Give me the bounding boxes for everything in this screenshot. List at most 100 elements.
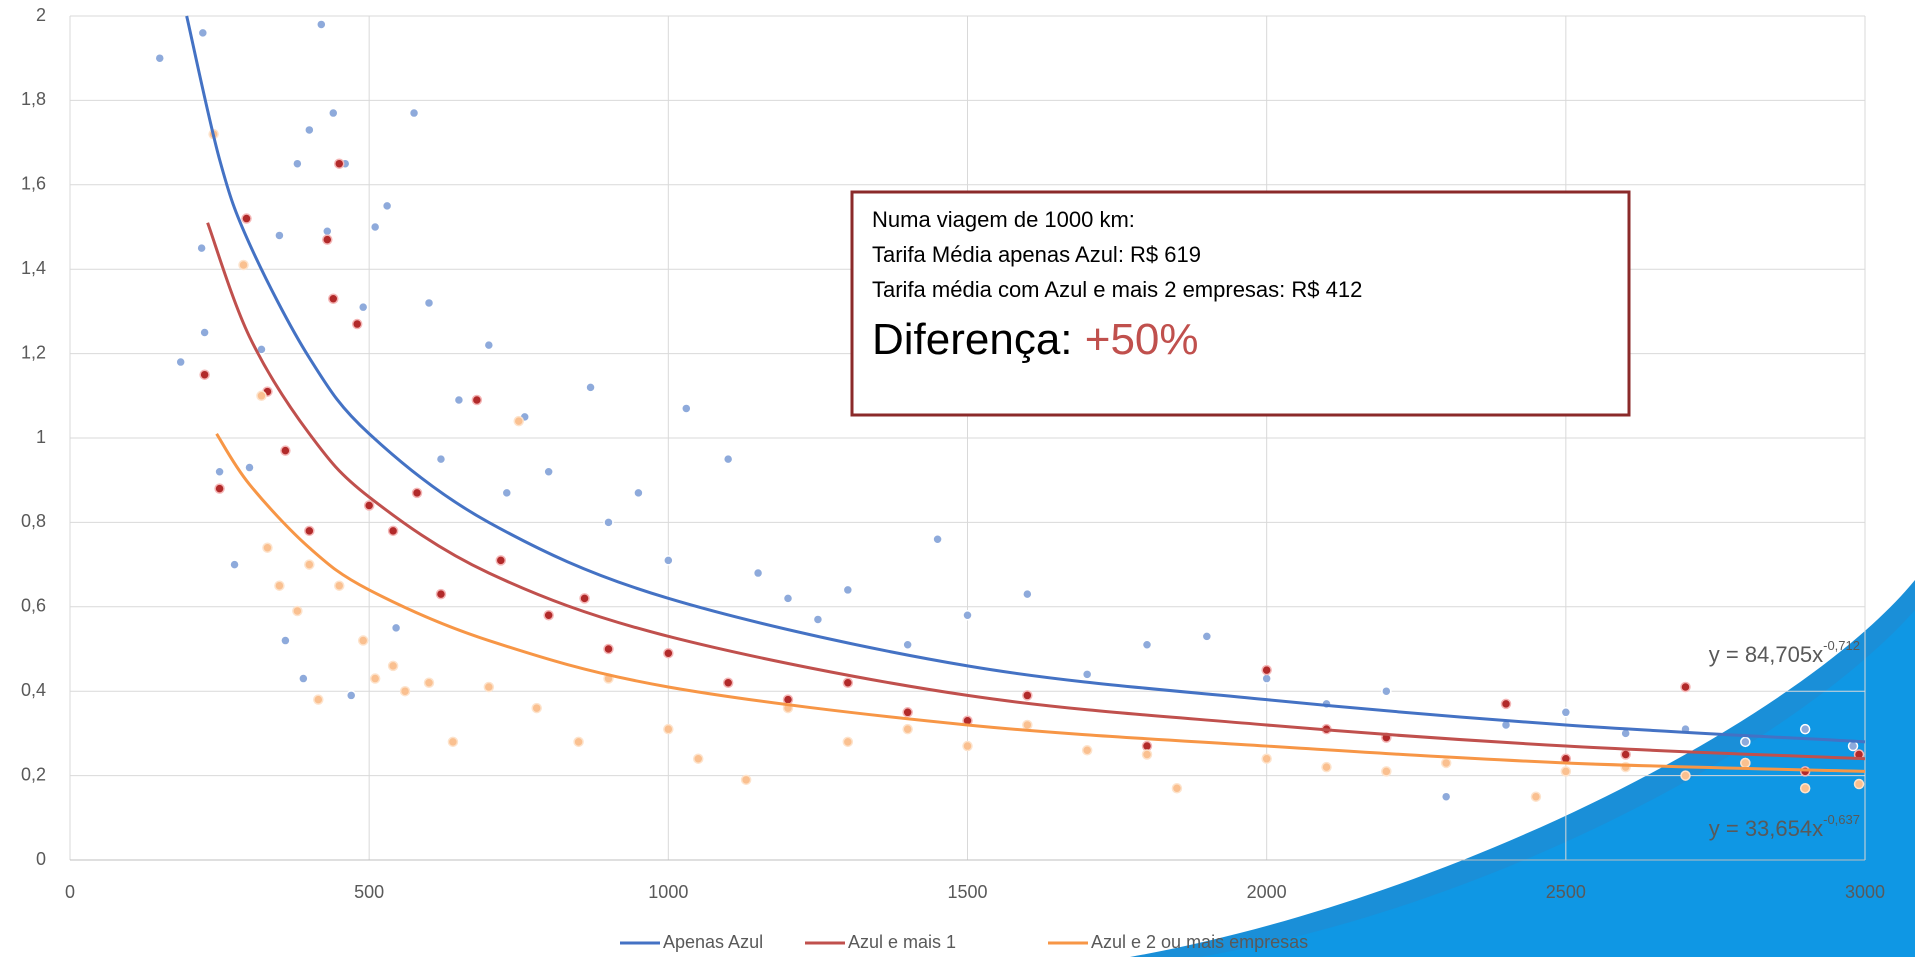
scatter-point	[322, 234, 333, 245]
trend-line	[206, 222, 1866, 761]
scatter-point	[782, 593, 794, 604]
scatter-point	[1853, 778, 1865, 790]
scatter-point	[1141, 639, 1153, 651]
scatter-point	[483, 681, 495, 693]
scatter-point	[543, 466, 554, 478]
scatter-point	[238, 259, 249, 271]
scatter-point	[280, 635, 291, 646]
y-tick-label: 1,6	[21, 174, 46, 194]
scatter-point	[663, 555, 674, 566]
scatter-point	[603, 517, 614, 528]
scatter-point	[197, 27, 209, 39]
scatter-point	[932, 534, 943, 545]
marks	[154, 15, 1866, 802]
scatter-point	[244, 462, 255, 473]
scatter-point	[229, 559, 240, 570]
scatter-point	[1022, 690, 1033, 701]
scatter-point	[1171, 783, 1183, 794]
scatter-point	[369, 673, 381, 684]
annotation-box	[850, 190, 1631, 417]
scatter-point	[304, 124, 315, 136]
y-tick-label: 0,6	[21, 596, 46, 616]
scatter-point	[693, 753, 704, 764]
scatter-point	[1381, 766, 1392, 777]
scatter-point	[328, 293, 339, 304]
scatter-point	[447, 736, 459, 748]
scatter-point	[199, 369, 210, 380]
scatter-point	[1141, 740, 1153, 752]
scatter-point	[196, 242, 207, 254]
scatter-point	[501, 487, 513, 499]
y-tick-label: 1,4	[21, 258, 46, 278]
scatter-point	[363, 500, 375, 511]
scatter-point	[663, 723, 674, 735]
scatter-point	[1022, 588, 1033, 600]
scatter-point	[274, 230, 285, 241]
scatter-point	[214, 466, 225, 478]
scatter-point	[345, 690, 357, 701]
scatter-point	[495, 555, 507, 566]
scatter-point	[842, 736, 854, 748]
trend-line	[215, 432, 1866, 773]
scatter-point	[1530, 791, 1542, 802]
annotation-line: Tarifa média com Azul e mais 2 empresas:…	[872, 277, 1362, 302]
scatter-point	[199, 327, 210, 338]
equation: y = 84,705x-0,712	[1709, 638, 1860, 666]
scatter-point	[280, 445, 291, 456]
scatter-point	[292, 158, 303, 169]
scatter-point	[298, 673, 309, 684]
scatter-point	[1680, 770, 1691, 781]
scatter-point	[902, 723, 913, 735]
x-tick-label: 3000	[1845, 882, 1885, 902]
y-tick-label: 0,2	[21, 764, 46, 784]
scatter-point	[531, 702, 542, 714]
x-tick-label: 1500	[947, 882, 987, 902]
scatter-point	[313, 694, 324, 705]
scatter-point	[842, 677, 854, 689]
scatter-point	[1680, 681, 1691, 693]
scatter-point	[423, 677, 435, 689]
scatter-point	[408, 107, 420, 119]
headline-text: Diferença:	[872, 315, 1085, 364]
scatter-point	[334, 580, 345, 591]
legend-label: Azul e 2 ou mais empresas	[1091, 932, 1308, 952]
scatter-point	[175, 356, 186, 368]
scatter-point	[334, 158, 345, 169]
scatter-point	[1081, 669, 1093, 680]
equation-text: y = 33,654x	[1709, 816, 1823, 841]
scatter-point	[316, 19, 327, 30]
equation-text: y = 84,705x	[1709, 642, 1823, 667]
scatter-point	[1500, 698, 1512, 710]
scatter-point	[292, 605, 303, 617]
x-tick-label: 2000	[1247, 882, 1287, 902]
scatter-point	[1081, 745, 1093, 756]
scatter-point	[304, 525, 315, 537]
scatter-point	[351, 318, 363, 330]
annotation-line: Numa viagem de 1000 km:	[872, 207, 1135, 232]
x-tick-label: 2500	[1546, 882, 1586, 902]
scatter-point	[274, 580, 285, 591]
scatter-point	[322, 225, 333, 237]
annotation-line: Tarifa Média apenas Azul: R$ 619	[872, 242, 1201, 267]
scatter-point	[1261, 664, 1272, 676]
scatter-point	[752, 567, 764, 579]
y-tick-label: 0,4	[21, 680, 46, 700]
x-tick-label: 1000	[648, 882, 688, 902]
scatter-point	[1560, 766, 1572, 777]
scatter-point	[1440, 757, 1452, 769]
legend-label: Apenas Azul	[663, 932, 763, 952]
equation-exponent: -0,637	[1823, 812, 1860, 827]
scatter-point	[579, 593, 590, 604]
scatter-point	[453, 394, 465, 406]
scatter-point	[304, 559, 315, 570]
scatter-point	[381, 200, 393, 212]
scatter-point	[633, 487, 644, 499]
scatter-point	[1799, 723, 1811, 735]
y-tick-label: 2	[36, 5, 46, 25]
scatter-point	[962, 609, 973, 621]
scatter-point	[369, 221, 381, 233]
scatter-point	[357, 635, 369, 646]
x-tick-label: 0	[65, 882, 75, 902]
scatter-point	[423, 297, 435, 309]
